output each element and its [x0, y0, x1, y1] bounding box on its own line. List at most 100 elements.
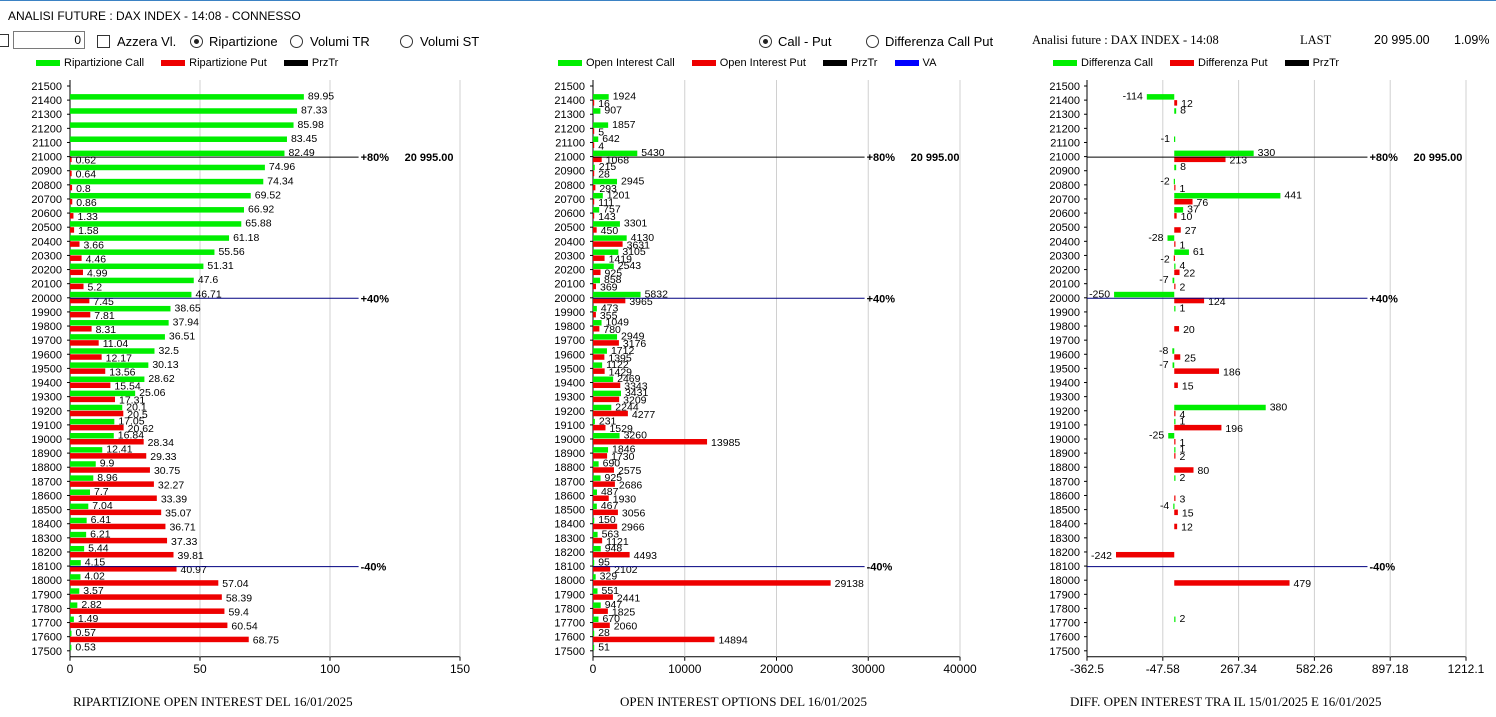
- x-tick-label: 50: [193, 662, 207, 676]
- call-value-label: 74.34: [267, 175, 293, 187]
- put-bar: [70, 537, 168, 544]
- put-bar: [593, 297, 626, 304]
- put-bar: [70, 566, 177, 572]
- price-label: 20 995.00: [405, 152, 454, 164]
- call-bar: [593, 630, 595, 637]
- radio-volumi-st[interactable]: [400, 35, 413, 48]
- call-value-label: 74.96: [269, 161, 295, 173]
- put-bar: [1174, 410, 1176, 417]
- marker-label: +40%: [1369, 293, 1398, 305]
- put-bar: [1174, 198, 1193, 205]
- put-value-label: 4: [1179, 409, 1185, 421]
- strike-label: 19700: [31, 335, 62, 347]
- call-value-label: 16.84: [118, 430, 144, 442]
- strike-label: 20500: [31, 222, 62, 234]
- call-value-label: 37: [1187, 204, 1199, 216]
- put-value-label: 293: [599, 183, 617, 195]
- put-bar: [593, 170, 595, 177]
- call-bar: [593, 291, 641, 298]
- put-bar: [1174, 269, 1180, 276]
- put-bar: [593, 622, 610, 629]
- put-value-label: 186: [1223, 366, 1241, 378]
- call-bar: [593, 277, 600, 284]
- call-value-label: 8: [1180, 105, 1186, 117]
- call-bar: [593, 475, 601, 481]
- put-bar: [1116, 551, 1175, 558]
- call-bar: [1173, 178, 1175, 185]
- strike-label: 21000: [554, 152, 585, 164]
- call-bar: [593, 207, 600, 213]
- call-bar: [70, 122, 294, 128]
- call-value-label: 2: [1179, 472, 1185, 484]
- call-bar: [593, 602, 601, 608]
- call-value-label: 858: [604, 274, 622, 286]
- partial-checkbox[interactable]: [0, 34, 9, 47]
- call-bar: [1174, 164, 1177, 171]
- put-value-label: 29.33: [150, 451, 176, 463]
- call-bar: [593, 94, 609, 100]
- call-bar: [1174, 447, 1176, 453]
- put-bar: [1174, 213, 1177, 219]
- call-value-label: -8: [1159, 345, 1168, 357]
- strike-label: 17500: [554, 646, 585, 658]
- call-bar: [70, 461, 96, 467]
- window-title: ANALISI FUTURE : DAX INDEX - 14:08 - CON…: [8, 9, 301, 23]
- reset-checkbox[interactable]: [97, 35, 110, 48]
- call-value-label: 30.13: [152, 359, 178, 371]
- call-bar: [593, 390, 621, 397]
- strike-label: 18000: [554, 575, 585, 587]
- call-value-label: 2543: [618, 260, 642, 272]
- put-bar: [1174, 509, 1178, 516]
- value-input[interactable]: [13, 31, 85, 49]
- strike-label: 20800: [31, 180, 62, 192]
- put-value-label: 355: [600, 310, 618, 322]
- strike-label: 19600: [1049, 349, 1080, 361]
- put-bar: [70, 608, 225, 614]
- put-value-label: 20: [1183, 324, 1195, 336]
- strike-label: 19500: [554, 363, 585, 375]
- put-value-label: 12: [1181, 522, 1193, 534]
- call-bar: [1172, 277, 1175, 284]
- put-value-label: 2: [1179, 451, 1185, 463]
- call-value-label: 20.1: [126, 401, 147, 413]
- put-value-label: 28: [598, 169, 610, 181]
- strike-label: 18600: [1049, 490, 1080, 502]
- put-bar: [593, 100, 595, 106]
- call-bar: [1172, 362, 1175, 368]
- radio-diff-call-put[interactable]: [866, 35, 879, 48]
- radio-ripartizione[interactable]: [190, 35, 203, 48]
- radio-call-put[interactable]: [759, 35, 772, 48]
- caption-chart-3: DIFF. OPEN INTEREST TRA IL 15/01/2025 E …: [1070, 694, 1382, 709]
- put-bar: [593, 580, 831, 586]
- call-bar: [70, 588, 80, 594]
- strike-label: 20100: [554, 279, 585, 291]
- call-value-label: -1: [1161, 133, 1170, 145]
- call-bar: [593, 348, 607, 354]
- strike-label: 17500: [1049, 646, 1080, 658]
- x-tick-label: 267.34: [1220, 662, 1257, 676]
- put-bar: [1174, 283, 1176, 290]
- strike-label: 19100: [554, 420, 585, 432]
- put-value-label: 37.33: [171, 536, 197, 548]
- call-value-label: 1122: [606, 359, 629, 371]
- strike-label: 18300: [1049, 533, 1080, 545]
- strike-label: 19100: [1049, 420, 1080, 432]
- put-bar: [70, 311, 91, 318]
- call-value-label: 2949: [621, 331, 645, 343]
- strike-label: 18900: [554, 448, 585, 460]
- put-value-label: 12: [1181, 98, 1193, 110]
- put-bar: [593, 213, 595, 219]
- strike-label: 20200: [1049, 265, 1080, 277]
- radio-call-put-label: Call - Put: [778, 34, 832, 49]
- call-bar: [70, 348, 155, 354]
- call-bar: [1174, 616, 1176, 623]
- call-value-label: 907: [604, 105, 622, 117]
- put-bar: [593, 566, 611, 572]
- put-value-label: 68.75: [253, 635, 279, 647]
- put-bar: [593, 255, 605, 261]
- call-value-label: 5832: [645, 288, 669, 300]
- call-bar: [593, 461, 599, 467]
- put-bar: [593, 142, 595, 148]
- radio-volumi-tr[interactable]: [290, 35, 303, 48]
- strike-label: 17600: [1049, 632, 1080, 644]
